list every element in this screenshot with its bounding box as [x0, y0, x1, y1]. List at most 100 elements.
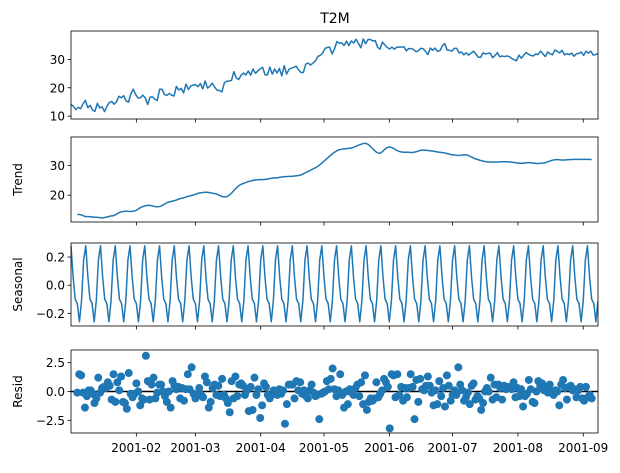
resid-point	[315, 415, 324, 424]
resid-point	[465, 400, 474, 409]
y-tick-label: 20	[50, 189, 65, 203]
resid-point	[195, 384, 204, 393]
resid-point	[157, 380, 166, 389]
resid-point	[581, 382, 590, 391]
resid-point	[515, 392, 524, 401]
resid-point	[94, 373, 103, 382]
x-tick-label: 2001-08	[493, 441, 543, 455]
resid-point	[433, 400, 442, 409]
resid-point	[248, 405, 257, 414]
resid-point	[484, 387, 493, 396]
resid-point	[124, 369, 133, 378]
resid-point	[393, 370, 402, 379]
y-tick-label: −0.2	[36, 307, 65, 321]
resid-point	[109, 370, 118, 379]
resid-point	[187, 363, 196, 372]
resid-point	[202, 378, 211, 387]
resid-point	[166, 403, 175, 412]
resid-point	[180, 396, 188, 405]
resid-point	[233, 392, 242, 401]
resid-point	[328, 364, 337, 373]
resid-point	[469, 379, 478, 388]
x-tick-label: 2001-07	[427, 441, 477, 455]
resid-point	[122, 404, 131, 413]
resid-point	[147, 380, 156, 389]
resid-point	[408, 382, 417, 391]
resid-point	[280, 419, 289, 428]
x-tick-label: 2001-04	[236, 441, 286, 455]
resid-point	[279, 386, 288, 395]
axes-frame	[70, 136, 599, 223]
resid-point	[425, 381, 434, 390]
resid-point	[435, 377, 444, 386]
x-tick-label: 2001-05	[299, 441, 349, 455]
resid-point	[553, 387, 562, 396]
resid-point	[532, 387, 541, 396]
resid-point	[250, 373, 259, 382]
resid-point	[559, 375, 568, 384]
y-tick-label: 2.5	[46, 356, 65, 370]
resid-point	[343, 400, 352, 409]
resid-point	[73, 388, 82, 397]
resid-point	[183, 370, 192, 379]
resid-point	[454, 363, 463, 372]
resid-point	[576, 382, 585, 391]
resid-point	[307, 380, 316, 389]
resid-point	[223, 399, 232, 408]
axes-frame	[70, 242, 599, 327]
resid-point	[444, 381, 453, 390]
resid-point	[258, 401, 267, 410]
resid-point	[524, 375, 533, 384]
resid-point	[164, 387, 173, 396]
resid-point	[105, 381, 114, 390]
resid-point	[261, 382, 270, 391]
resid-point	[113, 378, 122, 387]
x-tick-label: 2001-02	[111, 441, 161, 455]
axes-frame	[70, 30, 599, 120]
resid-point	[149, 373, 158, 382]
resid-point	[360, 371, 369, 380]
resid-point	[395, 390, 404, 399]
resid-point	[246, 382, 255, 391]
resid-point	[562, 395, 571, 404]
y-tick-label: 0.0	[46, 279, 65, 293]
resid-point	[355, 392, 364, 401]
resid-point	[416, 374, 425, 383]
series-line	[77, 142, 592, 219]
resid-point	[509, 378, 518, 387]
resid-point	[442, 371, 451, 380]
resid-point	[463, 388, 472, 397]
y-tick-label: 30	[50, 159, 65, 173]
x-tick-label: 2001-06	[364, 441, 414, 455]
resid-point	[414, 397, 423, 406]
resid-point	[206, 397, 215, 406]
y-tick-label: 20	[50, 81, 65, 95]
resid-point	[357, 378, 366, 387]
resid-point	[326, 374, 335, 383]
resid-point	[519, 402, 528, 411]
series-line	[71, 38, 598, 113]
resid-point	[336, 370, 345, 379]
resid-point	[117, 372, 126, 381]
resid-point	[530, 399, 539, 408]
series-line	[71, 245, 598, 323]
resid-point	[162, 397, 171, 406]
resid-point	[402, 393, 411, 402]
y-axis-label: Seasonal	[11, 257, 25, 311]
y-tick-label: 0.2	[46, 251, 65, 265]
resid-point	[282, 400, 291, 409]
resid-point	[498, 395, 507, 404]
resid-point	[372, 378, 381, 387]
resid-point	[324, 385, 333, 394]
resid-point	[479, 399, 488, 408]
y-tick-label: 10	[50, 110, 65, 124]
resid-point	[92, 394, 101, 403]
resid-point	[587, 394, 596, 403]
x-tick-label: 2001-03	[170, 441, 220, 455]
resid-point	[296, 378, 305, 387]
resid-point	[256, 414, 265, 423]
resid-point	[362, 405, 371, 414]
panel-1: 20 30 Trend	[11, 136, 599, 226]
y-axis-label: Trend	[11, 163, 25, 197]
